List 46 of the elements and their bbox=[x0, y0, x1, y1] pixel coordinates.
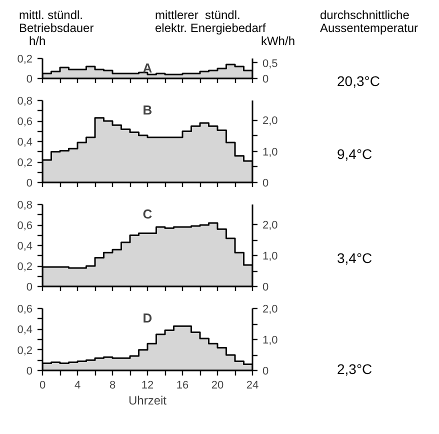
y2-tick-label: 0 bbox=[262, 74, 269, 86]
y2-tick-label: 0 bbox=[262, 366, 269, 378]
y2-tick-label: 1,0 bbox=[262, 334, 278, 346]
y2-tick-label: 0,5 bbox=[262, 58, 278, 70]
y-tick-label: 0,2 bbox=[17, 157, 33, 169]
y-tick-label: 0,2 bbox=[17, 54, 33, 66]
chart-title: A bbox=[142, 60, 153, 76]
chart-title: C bbox=[142, 206, 153, 222]
y2-tick-label: 0 bbox=[262, 178, 269, 190]
y-tick-label: 0,2 bbox=[17, 344, 33, 357]
y-tick-label: 0,8 bbox=[17, 96, 33, 108]
chart-title: B bbox=[142, 102, 152, 118]
x-axis-title: Uhrzeit bbox=[128, 394, 168, 408]
x-tick-label: 8 bbox=[109, 380, 116, 392]
y-tick-label: 0,6 bbox=[17, 116, 33, 128]
y-tick-label: 0,4 bbox=[17, 240, 33, 252]
y-tick-label: 0 bbox=[26, 74, 33, 86]
y-tick-label: 0 bbox=[26, 178, 33, 190]
y-tick-label: 0,4 bbox=[17, 136, 33, 148]
y-tick-label: 0 bbox=[26, 366, 33, 378]
y-tick-label: 0,4 bbox=[17, 324, 33, 336]
x-tick-label: 0 bbox=[39, 380, 46, 392]
y2-tick-label: 1,0 bbox=[262, 250, 278, 263]
y-axis-title: mittl. stündl. Betriebsdauer h/h bbox=[19, 8, 94, 48]
y-tick-label: 0,2 bbox=[17, 261, 33, 273]
x-tick-label: 20 bbox=[211, 380, 224, 392]
y2-axis-title: mittlerer stündl. elektr. Energiebedarf kWh/h bbox=[155, 8, 295, 48]
x-tick-label: 16 bbox=[176, 380, 189, 392]
x-tick-label: 4 bbox=[74, 380, 81, 392]
text: 20,3°C bbox=[336, 72, 380, 91]
chart-title: D bbox=[142, 310, 152, 326]
text: 3,4°C bbox=[336, 249, 372, 268]
x-tick-label: 12 bbox=[141, 380, 154, 392]
text: 2,3°C bbox=[336, 360, 372, 379]
y-tick-label: 0 bbox=[26, 282, 33, 294]
text: durchschnittliche Aussentemperatur bbox=[320, 8, 418, 35]
y2-tick-label: 2,0 bbox=[262, 115, 278, 128]
y2-tick-label: 0 bbox=[262, 282, 269, 294]
y2-tick-label: 1,0 bbox=[262, 146, 278, 158]
y-tick-label: 0,6 bbox=[17, 304, 33, 316]
y2-tick-label: 2,0 bbox=[262, 304, 278, 316]
y2-tick-label: 2,0 bbox=[262, 220, 278, 232]
text: 9,4°C bbox=[336, 145, 372, 164]
x-tick-label: 24 bbox=[246, 380, 259, 392]
y-tick-label: 0,8 bbox=[17, 200, 33, 212]
y-tick-label: 0,6 bbox=[17, 220, 33, 232]
